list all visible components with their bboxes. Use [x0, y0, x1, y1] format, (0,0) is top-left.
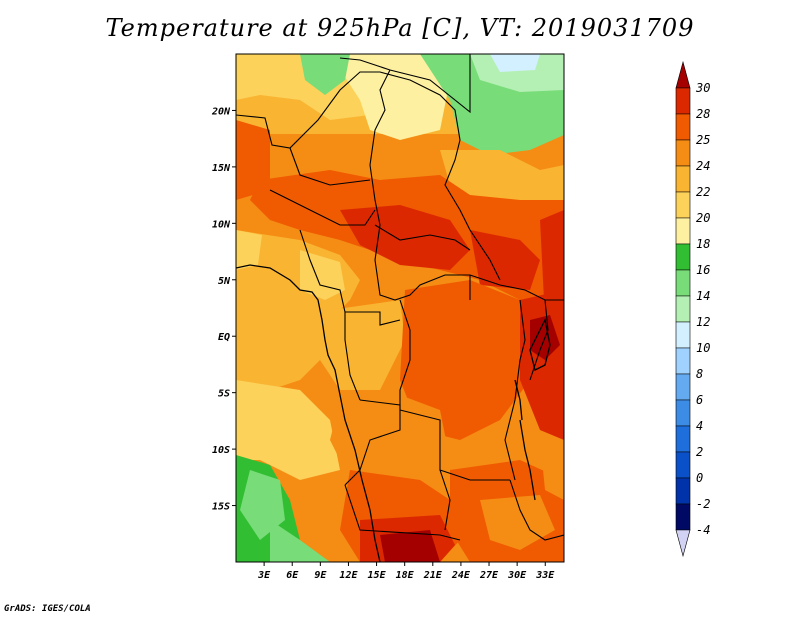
- lon-label: 12E: [339, 570, 358, 581]
- colorbar-swatch: [675, 321, 691, 349]
- lat-label: 5N: [218, 276, 231, 287]
- colorbar-label: 12: [696, 315, 710, 329]
- lat-label: 15S: [212, 502, 230, 513]
- lat-label: EQ: [218, 332, 230, 343]
- country-borders: [236, 54, 564, 541]
- colorbar-swatch: [675, 425, 691, 453]
- temperature-field: [236, 54, 564, 562]
- lon-label: 9E: [314, 570, 327, 581]
- longitude-axis: 3E 6E 9E 12E 15E 18E 21E 24E 27E 30E 33E: [257, 562, 555, 581]
- colorbar-swatch: [675, 60, 691, 89]
- colorbar-label: 24: [696, 159, 710, 173]
- map-title: Temperature at 925hPa [C], VT: 201903170…: [105, 14, 695, 42]
- colorbar-label: 6: [696, 393, 703, 407]
- colorbar-swatch: [675, 529, 691, 558]
- colorbar-label: 10: [696, 341, 710, 355]
- colorbar-swatch: [675, 477, 691, 505]
- colorbar-swatch: [675, 243, 691, 271]
- colorbar-swatch: [675, 373, 691, 401]
- lon-label: 27E: [479, 570, 499, 581]
- colorbar-label: 2: [696, 445, 703, 459]
- lat-label: 20N: [211, 106, 231, 117]
- plot-frame: [235, 53, 565, 563]
- colorbar-swatch: [675, 113, 691, 141]
- colorbar-label: 30: [695, 81, 710, 95]
- colorbar-label: 22: [696, 185, 710, 199]
- colorbar-label: 14: [696, 289, 710, 303]
- lon-label: 15E: [368, 570, 387, 581]
- colorbar-swatch: [675, 269, 691, 297]
- lat-label: 15N: [212, 163, 231, 174]
- lat-label: 10S: [212, 445, 230, 456]
- colorbar-label: 28: [696, 107, 710, 121]
- lat-label: 10N: [212, 219, 231, 230]
- colorbar-label: 8: [696, 367, 703, 381]
- colorbar-swatch: [675, 451, 691, 479]
- lon-label: 6E: [286, 570, 299, 581]
- lon-label: 30E: [507, 570, 527, 581]
- colorbar-label: 4: [696, 419, 703, 433]
- lon-label: 21E: [423, 570, 443, 581]
- grads-credit: GrADS: IGES/COLA: [4, 604, 91, 614]
- colorbar-swatch: [675, 191, 691, 219]
- colorbar-swatch: [675, 87, 691, 115]
- colorbar-label: 16: [696, 263, 710, 277]
- colorbar-label: 25: [696, 133, 710, 147]
- colorbar-label: 0: [696, 471, 703, 485]
- lon-label: 3E: [257, 570, 271, 581]
- lon-label: 18E: [396, 570, 415, 581]
- colorbar-label: -2: [696, 497, 710, 511]
- colorbar-label: 20: [696, 211, 710, 225]
- colorbar-swatch: [675, 347, 691, 375]
- lon-label: 33E: [535, 570, 555, 581]
- colorbar-swatch: [675, 165, 691, 193]
- lat-label: 5S: [218, 389, 230, 400]
- colorbar-swatch: [675, 217, 691, 245]
- colorbar-swatch: [675, 503, 691, 531]
- colorbar-label: -4: [696, 523, 710, 537]
- coastline: [236, 264, 551, 562]
- latitude-axis: 20N 15N 10N 5N EQ 5S 10S 15S: [211, 106, 236, 513]
- lon-label: 24E: [451, 570, 471, 581]
- colorbar-swatch: [675, 399, 691, 427]
- colorbar-label: 18: [696, 237, 710, 251]
- colorbar-swatch: [675, 295, 691, 323]
- colorbar-swatch: [675, 139, 691, 167]
